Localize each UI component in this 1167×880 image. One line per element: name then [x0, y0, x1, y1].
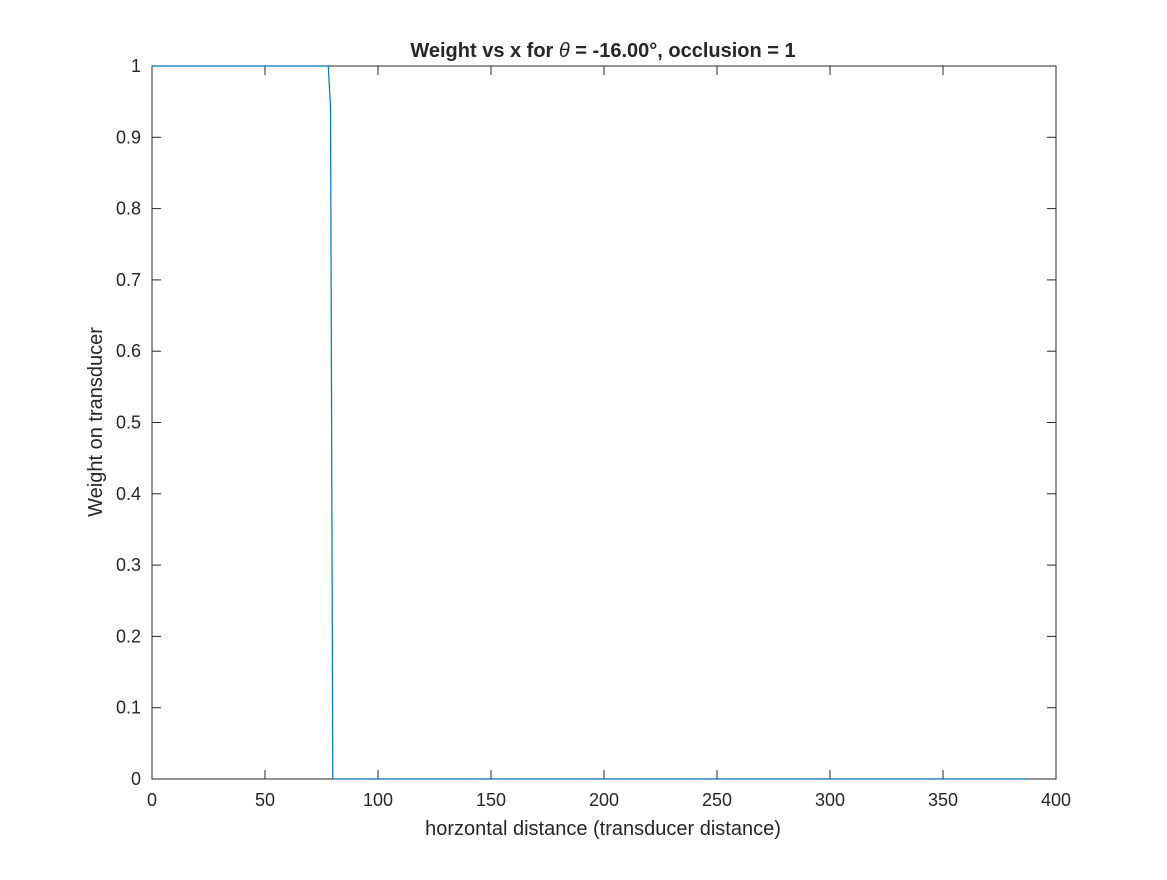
series-line — [151, 65, 1028, 780]
x-tick-label: 50 — [255, 790, 275, 810]
chart-title: Weight vs x for θ = -16.00°, occlusion =… — [410, 40, 795, 62]
y-tick-label: 0.4 — [116, 484, 141, 504]
x-tick-label: 350 — [928, 790, 958, 810]
y-tick-label: 0.5 — [116, 413, 141, 433]
x-tick-label: 100 — [363, 790, 393, 810]
y-tick-label: 0.8 — [116, 199, 141, 219]
x-tick-label: 150 — [476, 790, 506, 810]
y-tick-label: 0.6 — [116, 341, 141, 361]
plot-area: 0 50 100 150 200 250 300 350 400 0 0.1 0.2 0.3 0.4 0.5… — [116, 56, 1071, 810]
x-tick-label: 0 — [147, 790, 157, 810]
y-tick-label: 0.2 — [116, 626, 141, 646]
x-axis-label: horzontal distance (transducer distance) — [425, 818, 781, 840]
y-tick-label: 0.7 — [116, 270, 141, 290]
y-tick-label: 0 — [131, 769, 141, 789]
y-tick-label: 0.9 — [116, 127, 141, 147]
x-tick-label: 250 — [702, 790, 732, 810]
x-tick-label: 300 — [815, 790, 845, 810]
y-tick-label: 0.3 — [116, 555, 141, 575]
x-tick-label: 200 — [589, 790, 619, 810]
x-tick-label: 400 — [1041, 790, 1071, 810]
y-tick-label: 0.1 — [116, 698, 141, 718]
y-axis-label: Weight on transducer — [85, 327, 107, 517]
y-tick-label: 1 — [131, 56, 141, 76]
